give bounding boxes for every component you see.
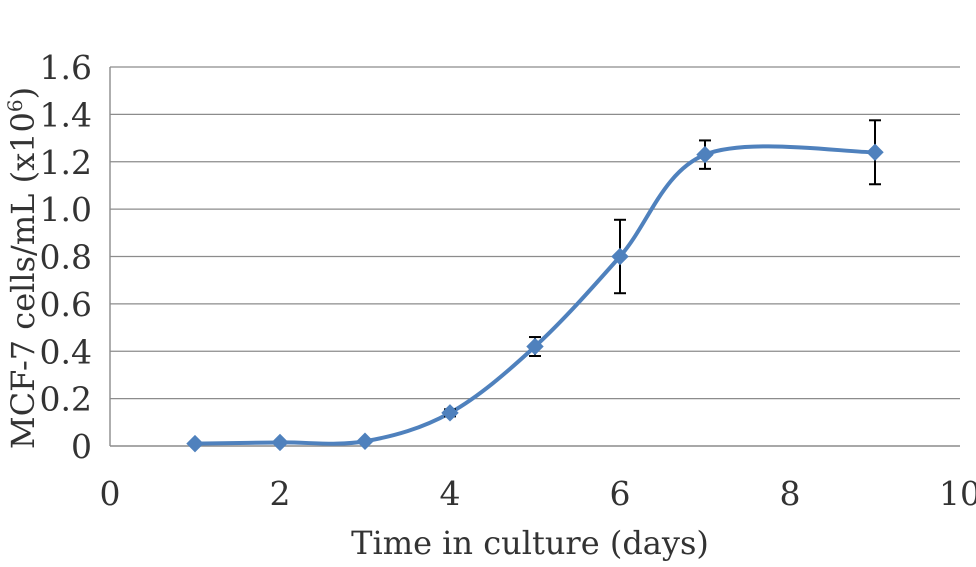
data-point <box>186 434 204 453</box>
x-axis-title: Time in culture (days) <box>351 524 709 562</box>
x-tick-label: 2 <box>270 474 291 513</box>
error-bars <box>444 119 881 418</box>
data-point <box>271 433 289 452</box>
data-point <box>696 145 714 164</box>
y-tick-label: 0.8 <box>40 238 92 277</box>
x-tick-label: 4 <box>440 474 461 513</box>
y-axis-title: MCF-7 cells/mL (x106) <box>3 87 42 449</box>
data-point <box>611 247 629 266</box>
y-axis-title-main: MCF-7 cells/mL (x10 <box>4 112 42 449</box>
data-point <box>526 337 544 356</box>
y-tick-label: 0.2 <box>40 380 92 419</box>
y-axis-title-exponent: 6 <box>3 99 27 112</box>
y-tick-label: 1.4 <box>40 95 92 134</box>
data-markers <box>186 143 884 453</box>
x-tick-label: 10 <box>939 474 976 513</box>
y-tick-labels: 0 0.2 0.4 0.6 0.8 1.0 1.2 1.4 1.6 <box>40 48 92 466</box>
y-tick-label: 1.2 <box>40 143 92 182</box>
data-point <box>356 432 374 450</box>
y-tick-label: 1.6 <box>40 48 92 87</box>
x-tick-label: 6 <box>610 474 631 513</box>
x-tick-label: 0 <box>100 474 121 513</box>
x-tick-labels: 0 2 4 6 8 10 <box>100 474 976 513</box>
data-point <box>441 404 459 422</box>
x-tick-label: 8 <box>780 474 801 513</box>
y-tick-label: 0.4 <box>40 332 92 371</box>
y-tick-label: 0.6 <box>40 285 92 324</box>
y-axis-title-close: ) <box>4 87 42 99</box>
y-tick-label: 1.0 <box>40 190 92 229</box>
gridlines <box>110 66 960 400</box>
axes <box>109 67 960 447</box>
y-tick-label: 0 <box>71 427 92 466</box>
data-point <box>866 143 884 161</box>
